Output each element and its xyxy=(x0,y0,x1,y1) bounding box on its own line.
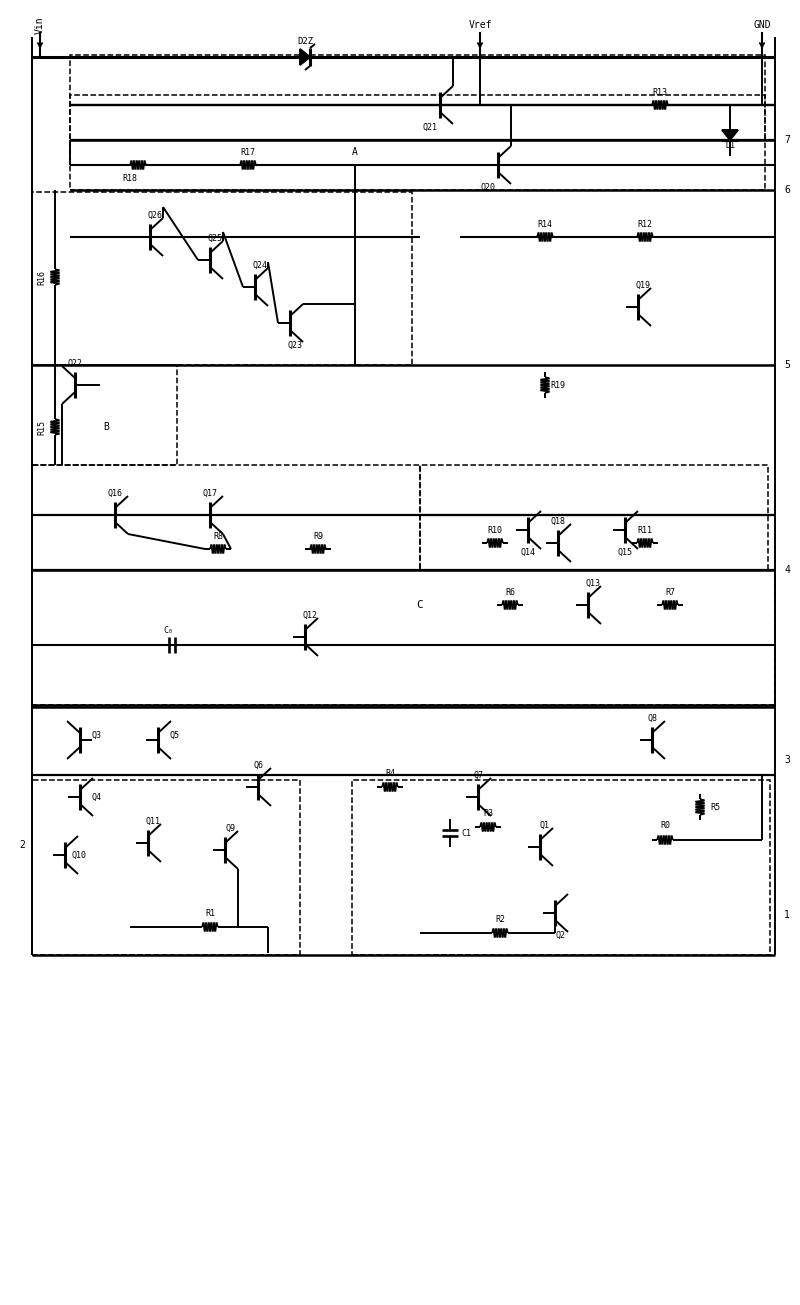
Bar xyxy=(70,55,765,191)
Text: B: B xyxy=(103,422,109,432)
Text: 7: 7 xyxy=(784,134,790,145)
Text: Q23: Q23 xyxy=(287,341,302,350)
Polygon shape xyxy=(300,50,310,65)
Text: Q5: Q5 xyxy=(169,731,179,740)
Text: Q14: Q14 xyxy=(521,548,535,556)
Text: A: A xyxy=(352,147,358,157)
Text: GND: GND xyxy=(753,20,771,30)
Text: R11: R11 xyxy=(638,526,653,535)
Text: Q25: Q25 xyxy=(207,234,222,243)
Text: Q6: Q6 xyxy=(253,761,263,770)
Text: R4: R4 xyxy=(385,769,395,778)
Text: 4: 4 xyxy=(784,565,790,576)
Text: R5: R5 xyxy=(710,803,720,812)
Bar xyxy=(70,95,765,140)
Text: Q21: Q21 xyxy=(422,123,438,132)
Bar xyxy=(352,780,770,955)
Text: C₀: C₀ xyxy=(163,625,173,634)
Text: R0: R0 xyxy=(660,822,670,830)
Bar xyxy=(32,192,412,365)
Text: Q16: Q16 xyxy=(107,488,122,497)
Text: R1: R1 xyxy=(205,908,215,917)
Text: Q1: Q1 xyxy=(540,821,550,830)
Text: C1: C1 xyxy=(461,829,471,838)
Polygon shape xyxy=(722,130,738,140)
Text: R2: R2 xyxy=(495,915,505,924)
Text: Q4: Q4 xyxy=(91,792,101,801)
Text: R9: R9 xyxy=(313,531,323,540)
Text: R15: R15 xyxy=(38,419,46,435)
Text: Q20: Q20 xyxy=(481,183,495,192)
Text: Q26: Q26 xyxy=(147,210,162,219)
Text: 1: 1 xyxy=(784,910,790,920)
Text: Q17: Q17 xyxy=(202,488,218,497)
Text: R19: R19 xyxy=(550,381,566,389)
Bar xyxy=(32,465,420,570)
Text: Q3: Q3 xyxy=(91,731,101,740)
Text: Q7: Q7 xyxy=(473,770,483,779)
Text: Q12: Q12 xyxy=(302,611,318,620)
Bar xyxy=(32,365,177,465)
Text: D1: D1 xyxy=(725,141,735,150)
Text: 2: 2 xyxy=(19,840,25,850)
Text: Q11: Q11 xyxy=(146,817,161,826)
Bar xyxy=(32,570,775,705)
Text: Q8: Q8 xyxy=(647,714,657,723)
Text: R13: R13 xyxy=(653,87,667,97)
Text: Q19: Q19 xyxy=(635,281,650,290)
Text: 5: 5 xyxy=(784,360,790,371)
Text: D2Z: D2Z xyxy=(297,37,313,46)
Text: R7: R7 xyxy=(665,587,675,596)
Text: R8: R8 xyxy=(213,531,223,540)
Text: Q9: Q9 xyxy=(225,823,235,833)
Text: R16: R16 xyxy=(38,270,46,284)
Text: Q13: Q13 xyxy=(586,578,601,587)
Text: R14: R14 xyxy=(538,219,553,228)
Text: Q22: Q22 xyxy=(67,359,82,368)
Text: C: C xyxy=(417,600,423,609)
Text: Q2: Q2 xyxy=(555,930,565,940)
Text: Q18: Q18 xyxy=(550,517,566,526)
Text: Q24: Q24 xyxy=(253,261,267,270)
Text: 6: 6 xyxy=(784,185,790,194)
Text: Vin: Vin xyxy=(35,16,45,34)
Text: R18: R18 xyxy=(122,174,138,183)
Text: Q15: Q15 xyxy=(618,548,633,556)
Text: Vref: Vref xyxy=(468,20,492,30)
Text: R17: R17 xyxy=(241,147,255,157)
Text: Q10: Q10 xyxy=(71,851,86,860)
Text: R12: R12 xyxy=(638,219,653,228)
Text: R6: R6 xyxy=(505,587,515,596)
Text: 3: 3 xyxy=(784,756,790,765)
Bar xyxy=(32,780,300,955)
Bar xyxy=(420,465,768,570)
Text: R10: R10 xyxy=(487,526,502,535)
Text: R3: R3 xyxy=(483,809,493,817)
